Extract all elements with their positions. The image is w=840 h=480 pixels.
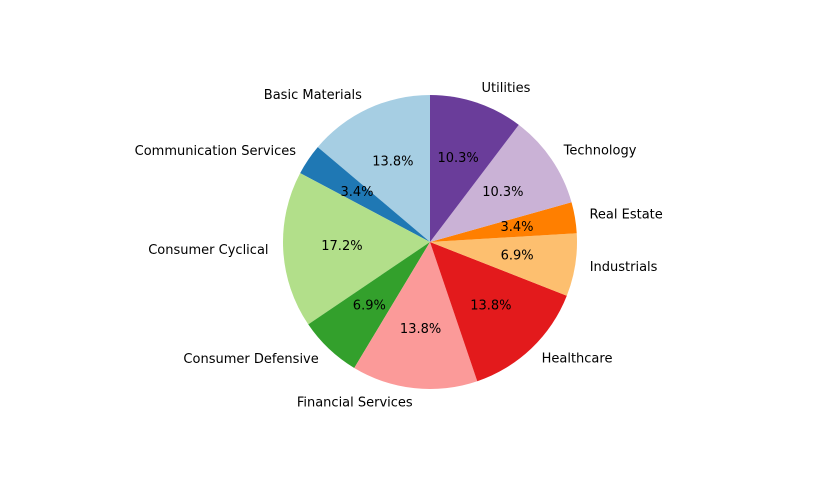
pie-percent-labels: 13.8% 3.4% 17.2% 6.9% 13.8% 13.8% 6.9% 3.4% 10.3…: [321, 151, 533, 337]
category-label: Industrials: [590, 260, 658, 275]
pie-slice-basic-materials: [317, 95, 430, 242]
percent-label: 6.9%: [501, 248, 534, 263]
category-label: Utilities: [482, 81, 531, 96]
pie-slice-utilities: [430, 95, 519, 242]
category-label: Consumer Cyclical: [148, 243, 268, 258]
percent-label: 10.3%: [437, 151, 478, 166]
percent-label: 3.4%: [500, 220, 533, 235]
pie-slice-financial-services: [354, 242, 478, 389]
category-label: Communication Services: [135, 144, 297, 159]
pie-slice-technology: [430, 124, 572, 242]
pie-slice-consumer-cyclical: [282, 173, 430, 325]
percent-label: 10.3%: [482, 185, 523, 200]
category-label: Financial Services: [297, 395, 413, 410]
pie-slice-industrials: [430, 233, 577, 296]
percent-label: 3.4%: [340, 185, 373, 200]
category-label: Real Estate: [589, 208, 662, 223]
pie-slice-consumer-defensive: [308, 242, 430, 368]
pie-slices: [282, 95, 577, 389]
category-label: Healthcare: [542, 352, 613, 367]
pie-category-labels: Basic Materials Communication Services Con…: [135, 81, 663, 410]
category-label: Consumer Defensive: [183, 352, 318, 367]
pie-slice-real-estate: [430, 202, 577, 242]
category-label: Basic Materials: [264, 88, 362, 103]
percent-label: 13.8%: [470, 298, 511, 313]
category-label: Technology: [563, 143, 637, 158]
pie-slice-communication-services: [300, 147, 430, 242]
percent-label: 13.8%: [400, 322, 441, 337]
percent-label: 13.8%: [372, 154, 413, 169]
percent-label: 6.9%: [353, 299, 386, 314]
percent-label: 17.2%: [321, 239, 362, 254]
pie-slice-healthcare: [430, 242, 567, 382]
